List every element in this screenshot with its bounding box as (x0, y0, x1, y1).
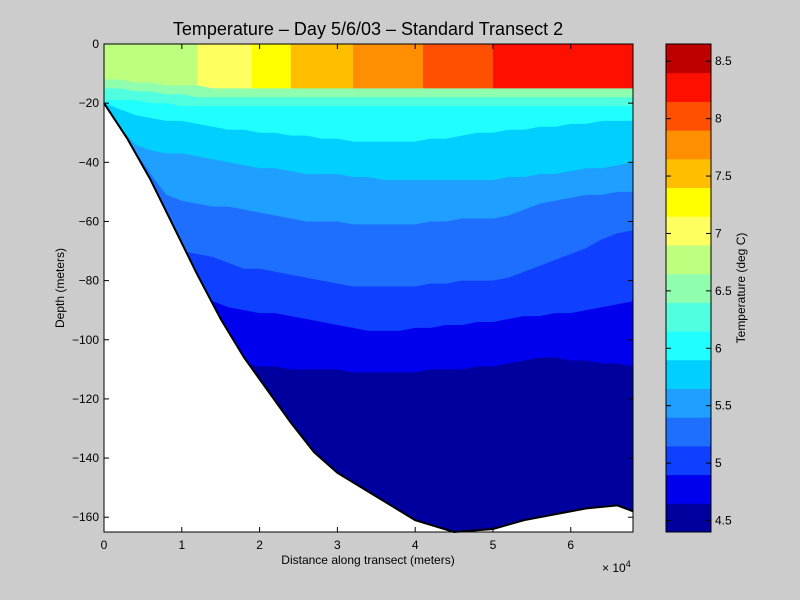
colorbar-band (666, 72, 711, 102)
y-tick-label: −20 (79, 96, 100, 110)
colorbar-band (666, 130, 711, 160)
colorbar-band (666, 187, 711, 217)
chart-title: Temperature – Day 5/6/03 – Standard Tran… (173, 19, 563, 39)
colorbar-band (666, 503, 711, 533)
x-tick-label: 0 (101, 538, 108, 552)
colorbar-band (666, 445, 711, 476)
contour-plot-area: 0 1 2 3 4 5 6 0 −20 −40 −60 −80 −100 −120 −140 −160 (72, 37, 634, 552)
colorbar-tick-label: 5 (715, 456, 722, 470)
colorbar-tick-label: 7 (715, 226, 722, 240)
x-axis-ticks: 0 1 2 3 4 5 6 (101, 44, 574, 552)
x-tick-label: 3 (334, 538, 341, 552)
y-tick-label: −60 (79, 214, 100, 228)
colorbar-tick-label: 6.5 (715, 284, 732, 298)
colorbar-band (666, 474, 711, 504)
colorbar-frame (665, 43, 712, 533)
colorbar-label: Temperature (deg C) (734, 233, 748, 344)
sea-floor-outline (103, 102, 634, 534)
colorbar-band (666, 388, 711, 418)
colorbar-band (666, 331, 711, 361)
y-tick-label: −160 (72, 510, 99, 524)
y-tick-label: −120 (72, 392, 99, 406)
colorbar-band (666, 244, 711, 275)
colorbar-tick-label: 4.5 (715, 514, 732, 528)
x-tick-label: 1 (178, 538, 185, 552)
colorbar-band (666, 101, 711, 131)
colorbar-band (666, 216, 711, 246)
y-axis-label: Depth (meters) (53, 248, 67, 328)
x-axis-multiplier-exponent: 4 (626, 559, 631, 569)
x-tick-label: 4 (412, 538, 419, 552)
x-tick-label: 6 (567, 538, 574, 552)
colorbar-tick-label: 8 (715, 112, 722, 126)
contour-fills (104, 44, 633, 532)
colorbar-band (666, 273, 711, 303)
colorbar-bands (666, 44, 711, 533)
colorbar-band (666, 359, 711, 389)
y-tick-label: −80 (79, 274, 100, 288)
colorbar-band (666, 302, 711, 332)
x-axis-multiplier-base: × 10 (602, 561, 626, 575)
colorbar-tick-label: 7.5 (715, 169, 732, 183)
colorbar-band (666, 158, 711, 189)
colorbar-ticks: 4.5 5 5.5 6 6.5 7 7.5 8 8.5 (666, 54, 732, 528)
y-tick-label: −40 (79, 155, 100, 169)
colorbar-tick-label: 6 (715, 341, 722, 355)
y-tick-label: −140 (72, 451, 99, 465)
x-tick-label: 5 (490, 538, 497, 552)
x-axis-multiplier: × 104 (602, 559, 631, 575)
colorbar-tick-label: 5.5 (715, 399, 732, 413)
colorbar-band (666, 417, 711, 447)
y-tick-label: 0 (92, 37, 99, 51)
colorbar: 4.5 5 5.5 6 6.5 7 7.5 8 8.5 Temperature (deg C) (665, 43, 748, 533)
plot-frame (103, 43, 634, 533)
x-tick-label: 2 (256, 538, 263, 552)
colorbar-tick-label: 8.5 (715, 54, 732, 68)
x-axis-label: Distance along transect (meters) (281, 553, 454, 567)
y-tick-label: −100 (72, 333, 99, 347)
y-axis-ticks: 0 −20 −40 −60 −80 −100 −120 −140 −160 (72, 37, 633, 524)
colorbar-band (666, 44, 711, 74)
sea-floor (104, 103, 633, 532)
